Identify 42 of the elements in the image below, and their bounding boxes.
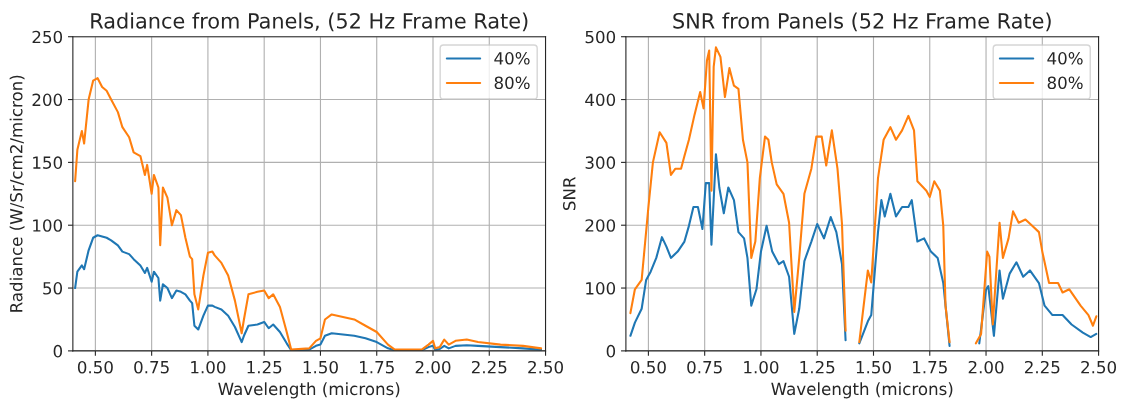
y-tick-label: 0	[53, 344, 63, 358]
x-tick-label: 2.25	[471, 360, 507, 374]
x-tick-label: 0.50	[630, 360, 666, 374]
y-tick-label: 150	[33, 156, 63, 169]
x-tick-label: 2.25	[1024, 360, 1060, 374]
chart-title: SNR from Panels (52 Hz Frame Rate)	[673, 12, 1051, 32]
y-tick-label: 500	[585, 30, 616, 44]
x-tick-label: 1.75	[360, 361, 394, 374]
x-tick-label: 2.50	[528, 360, 563, 374]
legend-label: 80%	[494, 76, 530, 90]
x-tick-label: 2.00	[415, 360, 451, 374]
x-tick-label: 1.50	[303, 360, 338, 374]
line-series	[74, 234, 543, 351]
y-tick-label: 50	[43, 282, 63, 295]
line-series	[74, 77, 543, 351]
x-tick-label: 0.50	[77, 360, 113, 374]
x-tick-label: 1.00	[744, 360, 779, 374]
x-tick-label: 1.25	[800, 360, 835, 374]
x-tick-label: 1.00	[191, 360, 226, 374]
x-tick-label: 0.75	[687, 360, 722, 374]
x-tick-label: 1.75	[913, 361, 947, 374]
x-axis-title: Wavelength (microns)	[771, 382, 953, 399]
y-tick-label: 100	[33, 219, 63, 232]
x-tick-label: 1.25	[247, 360, 282, 374]
y-tick-label: 250	[32, 30, 63, 44]
x-axis-title: Wavelength (microns)	[218, 382, 400, 399]
legend-label: 40%	[1047, 52, 1083, 65]
y-axis-title: Radiance (W/Sr/cm2/micron)	[9, 75, 25, 312]
legend-label: 80%	[1047, 76, 1083, 90]
y-axis-title: SNR	[562, 176, 576, 211]
y-tick-label: 0	[606, 344, 616, 358]
y-tick-label: 100	[586, 282, 616, 295]
x-tick-label: 2.50	[1081, 360, 1117, 374]
legend-label: 40%	[494, 52, 530, 65]
x-tick-label: 2.00	[968, 360, 1004, 374]
chart-title: Radiance from Panels, (52 Hz Frame Rate)	[91, 12, 528, 32]
y-tick-label: 200	[32, 93, 63, 107]
y-tick-label: 200	[585, 219, 616, 232]
y-tick-label: 300	[585, 156, 616, 169]
x-tick-label: 0.75	[134, 360, 169, 374]
x-tick-label: 1.50	[856, 360, 891, 374]
y-tick-label: 400	[585, 93, 616, 107]
